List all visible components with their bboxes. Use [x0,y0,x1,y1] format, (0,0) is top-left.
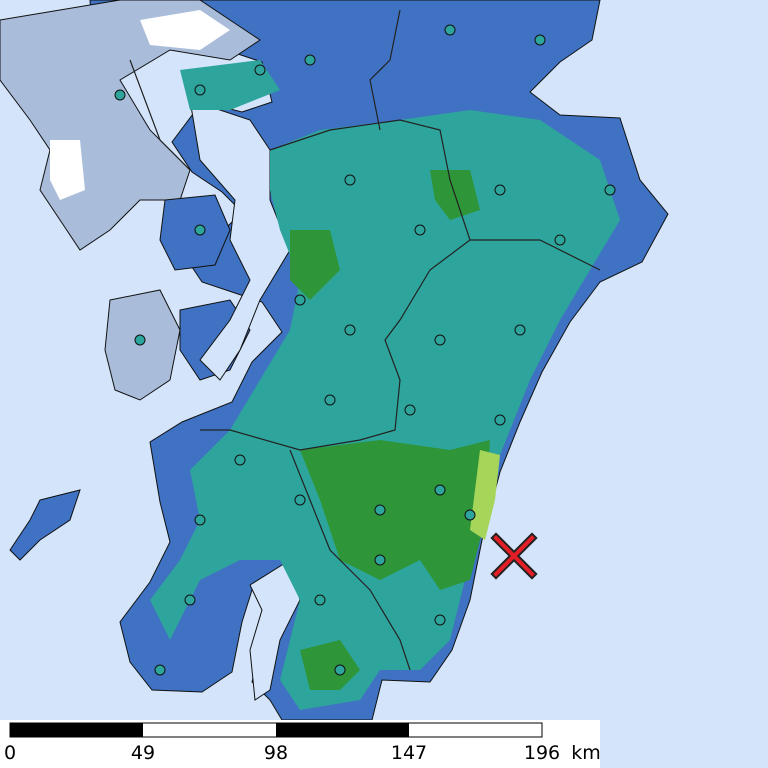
epicenter [490,532,538,580]
station [494,414,506,426]
station [434,614,446,626]
scale-label: 196 [524,742,560,764]
station [304,54,316,66]
station [534,34,546,46]
station [194,514,206,526]
land-white [50,140,85,200]
land-white [140,10,230,50]
station [234,454,246,466]
station [374,554,386,566]
station [254,64,266,76]
land-green [300,440,490,590]
station [194,224,206,236]
land-green [300,640,360,690]
station [344,174,356,186]
station [444,24,456,36]
land-green [290,230,340,300]
station [554,234,566,246]
land-teal [180,60,280,110]
station [434,334,446,346]
scale-segment [10,723,143,737]
land-teal [150,110,620,710]
station [194,84,206,96]
land-blue [9,489,81,561]
station [344,324,356,336]
station [464,509,476,521]
scale-label: 147 [391,742,427,764]
scale-label: 98 [264,742,288,764]
station [494,184,506,196]
station [184,594,196,606]
station [314,594,326,606]
stations [114,24,616,676]
land-light [104,289,181,401]
scale-unit: km [571,742,601,764]
station [154,664,166,676]
station [404,404,416,416]
border [129,59,191,171]
border [369,9,401,131]
station [114,89,126,101]
station [374,504,386,516]
border [269,119,601,271]
scale-label: 0 [4,742,16,764]
scale-segment [276,723,409,737]
station [434,484,446,496]
station [604,184,616,196]
station [334,664,346,676]
station [134,334,146,346]
station [294,494,306,506]
station [414,224,426,236]
station [294,294,306,306]
border [289,449,411,671]
scale-label: 49 [131,742,155,764]
border [200,239,471,451]
station [514,324,526,336]
station [324,394,336,406]
land-lightgreen [470,450,500,540]
land-blue [159,194,231,271]
